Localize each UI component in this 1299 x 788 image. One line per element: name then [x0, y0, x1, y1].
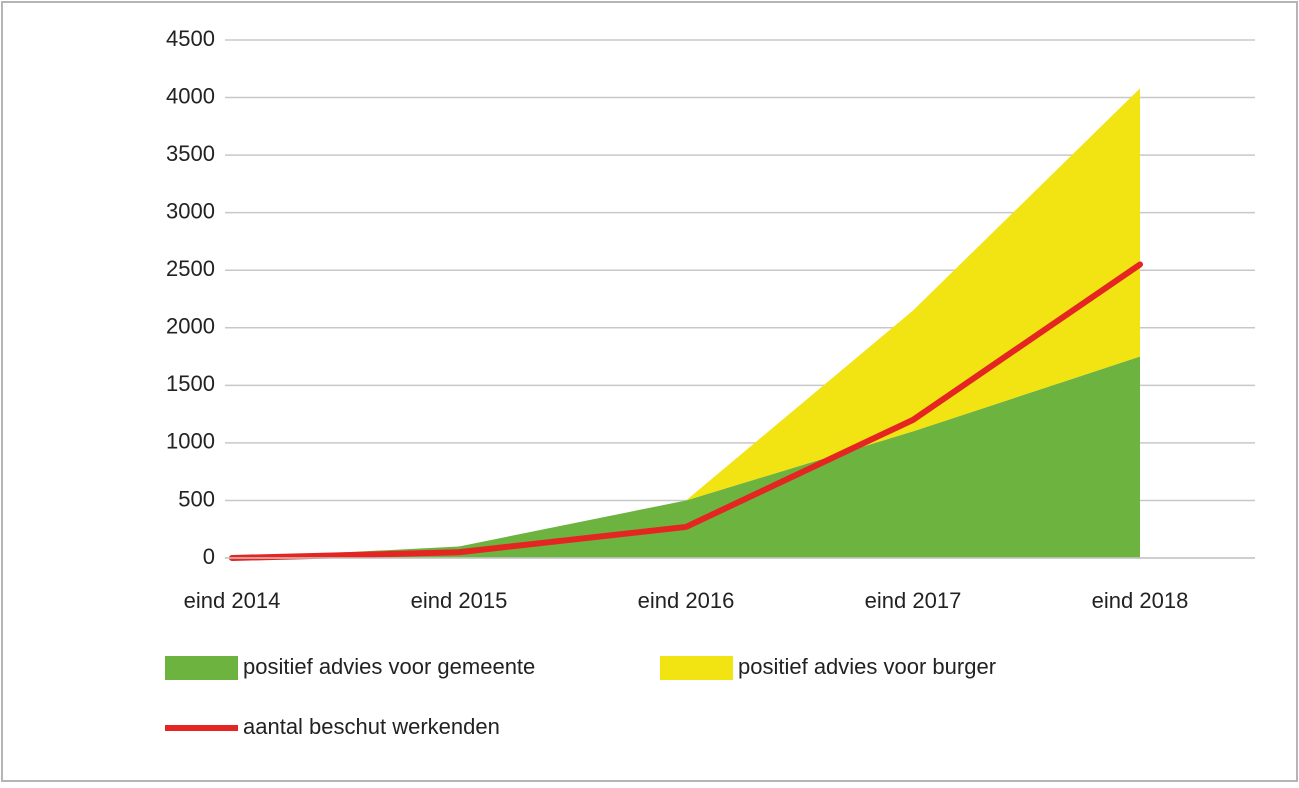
y-tick-label: 3000 — [166, 198, 215, 223]
y-tick-label: 1500 — [166, 371, 215, 396]
y-tick-label: 3500 — [166, 141, 215, 166]
y-tick-label: 2000 — [166, 314, 215, 339]
legend-label: positief advies voor gemeente — [243, 654, 535, 679]
x-tick-label: eind 2016 — [638, 588, 735, 613]
x-tick-label: eind 2017 — [865, 588, 962, 613]
area — [232, 356, 1140, 558]
x-tick-label: eind 2014 — [184, 588, 281, 613]
x-tick-label: eind 2015 — [411, 588, 508, 613]
y-tick-label: 500 — [178, 486, 215, 511]
line — [229, 261, 1143, 561]
legend-label: aantal beschut werkenden — [243, 714, 500, 739]
legend-label: positief advies voor burger — [738, 654, 996, 679]
legend-swatch — [660, 656, 733, 680]
y-tick-label: 0 — [203, 544, 215, 569]
y-tick-label: 1000 — [166, 429, 215, 454]
area — [232, 88, 1140, 558]
legend-swatch — [165, 656, 238, 680]
y-tick-label: 4000 — [166, 83, 215, 108]
y-tick-label: 4500 — [166, 26, 215, 51]
y-tick-label: 2500 — [166, 256, 215, 281]
x-tick-label: eind 2018 — [1092, 588, 1189, 613]
